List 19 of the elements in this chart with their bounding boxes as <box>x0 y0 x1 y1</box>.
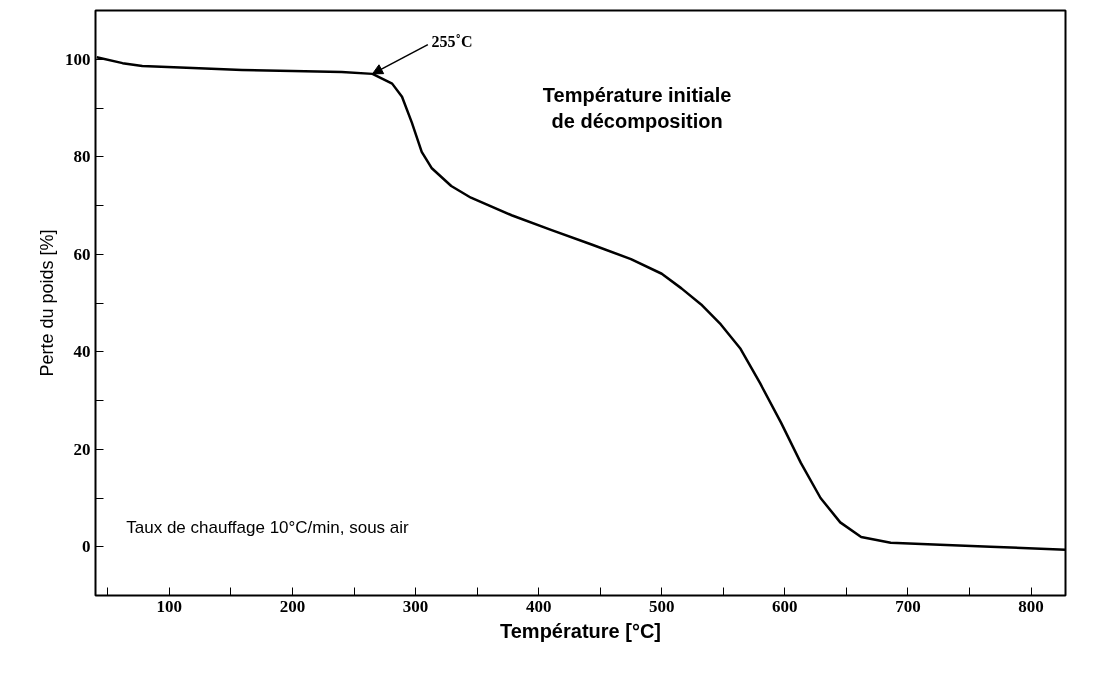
annotation: 255˚C <box>431 32 473 50</box>
x-tick-label: 400 <box>525 596 552 616</box>
annotation: Température initiale de décomposition <box>542 83 732 133</box>
x-tick-label: 100 <box>156 596 183 616</box>
x-axis-title: Température [°C] <box>500 619 662 642</box>
y-tick-label: 40 <box>73 342 91 362</box>
x-tick-label: 500 <box>648 596 675 616</box>
y-tick-label: 80 <box>73 147 91 167</box>
x-tick-label: 200 <box>279 596 306 616</box>
y-tick-label: 20 <box>73 439 91 459</box>
y-tick-label: 0 <box>82 537 91 557</box>
y-tick-label: 100 <box>65 49 91 69</box>
y-axis-title: Perte du poids [%] <box>37 229 57 377</box>
x-tick-label: 300 <box>402 596 429 616</box>
x-tick-label: 700 <box>895 596 921 616</box>
annotation: Taux de chauffage 10°C/min, sous air <box>126 518 410 537</box>
x-tick-label: 800 <box>1018 596 1044 616</box>
y-tick-label: 60 <box>73 244 91 264</box>
x-tick-label: 600 <box>772 596 798 616</box>
